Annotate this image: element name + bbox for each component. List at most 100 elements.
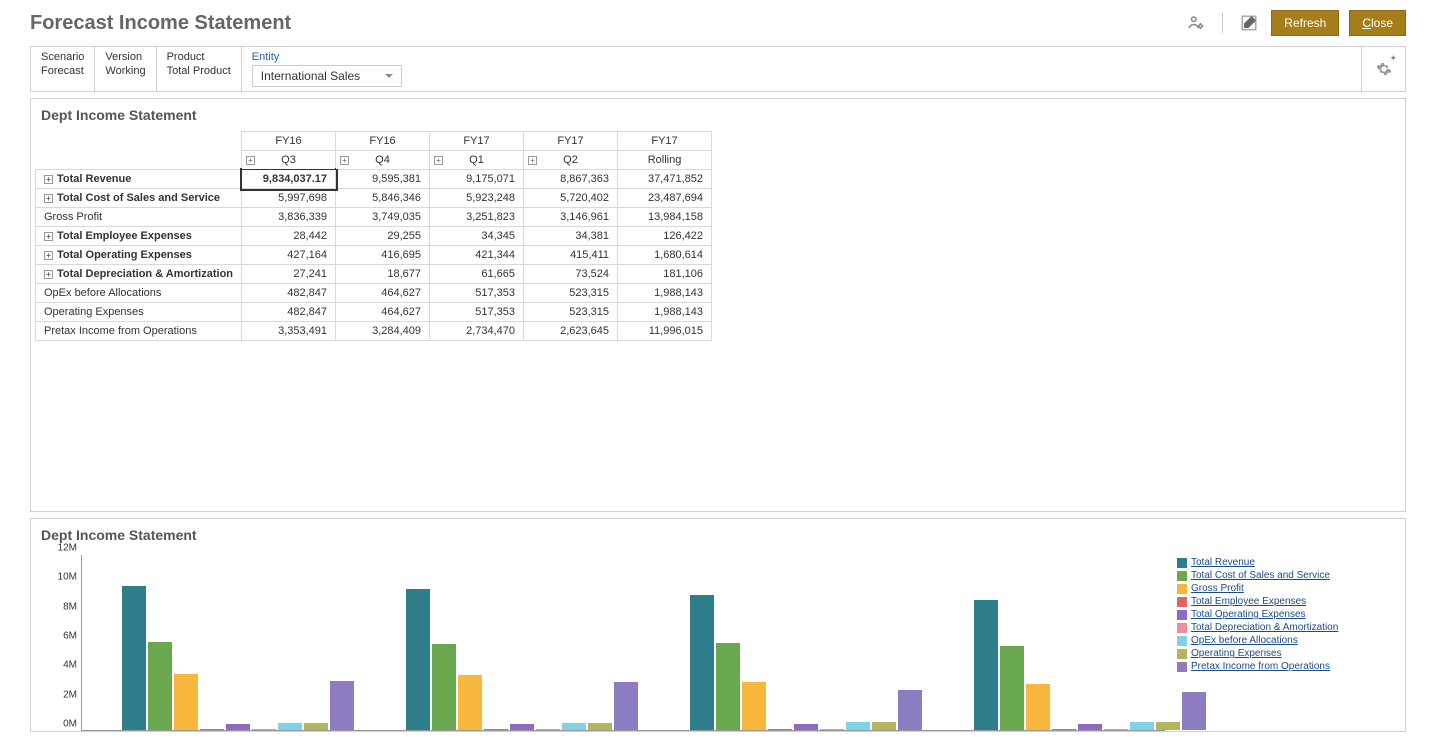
col-subheader[interactable]: +Q1 [430, 151, 524, 170]
settings-button[interactable]: ✦ [1361, 47, 1405, 91]
data-cell[interactable]: 482,847 [242, 303, 336, 322]
bar[interactable] [690, 595, 714, 730]
pov-product[interactable]: Product Total Product [157, 47, 242, 91]
user-icon[interactable] [1184, 11, 1208, 35]
edit-icon[interactable] [1237, 11, 1261, 35]
bar[interactable] [484, 729, 508, 730]
legend-item[interactable]: Total Depreciation & Amortization [1177, 622, 1395, 633]
col-subheader[interactable]: +Q2 [524, 151, 618, 170]
expand-col-icon[interactable]: + [246, 156, 255, 165]
data-cell[interactable]: 464,627 [336, 284, 430, 303]
data-cell[interactable]: 3,251,823 [430, 208, 524, 227]
data-cell[interactable]: 181,106 [618, 265, 712, 284]
bar[interactable] [406, 589, 430, 730]
data-cell[interactable]: 427,164 [242, 246, 336, 265]
bar[interactable] [872, 722, 896, 730]
data-cell[interactable]: 37,471,852 [618, 170, 712, 189]
data-cell[interactable]: 1,680,614 [618, 246, 712, 265]
data-cell[interactable]: 416,695 [336, 246, 430, 265]
data-cell[interactable]: 29,255 [336, 227, 430, 246]
legend-item[interactable]: Total Revenue [1177, 557, 1395, 568]
bar[interactable] [278, 723, 302, 730]
row-header[interactable]: OpEx before Allocations [36, 284, 242, 303]
data-cell[interactable]: 23,487,694 [618, 189, 712, 208]
data-cell[interactable]: 61,665 [430, 265, 524, 284]
col-subheader[interactable]: Rolling [618, 151, 712, 170]
row-header[interactable]: +Total Depreciation & Amortization [36, 265, 242, 284]
row-header[interactable]: Operating Expenses [36, 303, 242, 322]
expand-col-icon[interactable]: + [340, 156, 349, 165]
bar[interactable] [1130, 722, 1154, 730]
bar[interactable] [588, 723, 612, 730]
bar[interactable] [148, 642, 172, 730]
row-header[interactable]: +Total Operating Expenses [36, 246, 242, 265]
bar[interactable] [432, 644, 456, 730]
expand-row-icon[interactable]: + [44, 251, 53, 260]
legend-item[interactable]: Gross Profit [1177, 583, 1395, 594]
data-cell[interactable]: 523,315 [524, 284, 618, 303]
bar[interactable] [1052, 729, 1076, 730]
data-cell[interactable]: 517,353 [430, 284, 524, 303]
data-cell[interactable]: 3,836,339 [242, 208, 336, 227]
data-cell[interactable]: 28,442 [242, 227, 336, 246]
data-cell[interactable]: 3,284,409 [336, 322, 430, 341]
bar[interactable] [1156, 722, 1180, 730]
bar[interactable] [768, 729, 792, 730]
data-cell[interactable]: 5,997,698 [242, 189, 336, 208]
bar[interactable] [1104, 729, 1128, 730]
legend-item[interactable]: Pretax Income from Operations [1177, 661, 1395, 672]
bar[interactable] [974, 600, 998, 730]
bar[interactable] [614, 682, 638, 730]
bar[interactable] [226, 724, 250, 730]
close-button[interactable]: Close [1349, 10, 1406, 36]
data-cell[interactable]: 1,988,143 [618, 303, 712, 322]
data-cell[interactable]: 1,988,143 [618, 284, 712, 303]
bar[interactable] [742, 682, 766, 730]
data-cell[interactable]: 126,422 [618, 227, 712, 246]
bar[interactable] [1026, 684, 1050, 730]
col-subheader[interactable]: +Q4 [336, 151, 430, 170]
row-header[interactable]: +Total Cost of Sales and Service [36, 189, 242, 208]
legend-item[interactable]: OpEx before Allocations [1177, 635, 1395, 646]
legend-item[interactable]: Total Operating Expenses [1177, 609, 1395, 620]
row-header[interactable]: Gross Profit [36, 208, 242, 227]
bar[interactable] [304, 723, 328, 730]
bar[interactable] [716, 643, 740, 730]
refresh-button[interactable]: Refresh [1271, 10, 1339, 36]
legend-item[interactable]: Total Employee Expenses [1177, 596, 1395, 607]
data-cell[interactable]: 34,381 [524, 227, 618, 246]
bar[interactable] [122, 586, 146, 730]
data-cell[interactable]: 34,345 [430, 227, 524, 246]
data-cell[interactable]: 13,984,158 [618, 208, 712, 227]
data-cell[interactable]: 11,996,015 [618, 322, 712, 341]
expand-row-icon[interactable]: + [44, 175, 53, 184]
data-cell[interactable]: 3,353,491 [242, 322, 336, 341]
data-cell[interactable]: 9,834,037.17 [242, 170, 336, 189]
col-subheader[interactable]: +Q3 [242, 151, 336, 170]
expand-row-icon[interactable]: + [44, 194, 53, 203]
bar[interactable] [200, 729, 224, 730]
data-cell[interactable]: 482,847 [242, 284, 336, 303]
data-cell[interactable]: 415,411 [524, 246, 618, 265]
expand-row-icon[interactable]: + [44, 232, 53, 241]
row-header[interactable]: +Total Revenue [36, 170, 242, 189]
data-cell[interactable]: 5,923,248 [430, 189, 524, 208]
expand-col-icon[interactable]: + [434, 156, 443, 165]
pov-scenario[interactable]: Scenario Forecast [31, 47, 95, 91]
data-cell[interactable]: 5,720,402 [524, 189, 618, 208]
data-cell[interactable]: 523,315 [524, 303, 618, 322]
bar[interactable] [174, 674, 198, 730]
bar[interactable] [1182, 692, 1206, 730]
data-cell[interactable]: 73,524 [524, 265, 618, 284]
data-cell[interactable]: 5,846,346 [336, 189, 430, 208]
bar[interactable] [794, 724, 818, 730]
bar[interactable] [536, 729, 560, 730]
bar[interactable] [1078, 724, 1102, 730]
bar[interactable] [252, 729, 276, 730]
bar[interactable] [562, 723, 586, 730]
legend-item[interactable]: Operating Expenses [1177, 648, 1395, 659]
data-cell[interactable]: 421,344 [430, 246, 524, 265]
row-header[interactable]: Pretax Income from Operations [36, 322, 242, 341]
data-cell[interactable]: 8,867,363 [524, 170, 618, 189]
row-header[interactable]: +Total Employee Expenses [36, 227, 242, 246]
